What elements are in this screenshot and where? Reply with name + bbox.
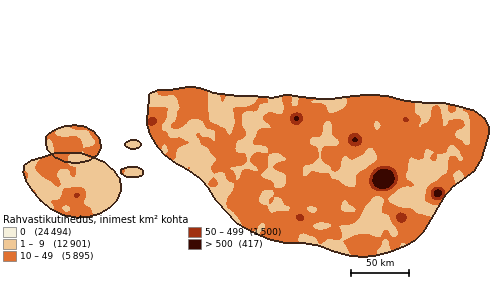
Text: > 500  (417): > 500 (417) (205, 239, 263, 248)
Text: 1 –  9   (12 901): 1 – 9 (12 901) (20, 239, 91, 248)
Text: 0   (24 494): 0 (24 494) (20, 227, 71, 236)
Bar (188, 239, 201, 249)
Text: 10 – 49   (5 895): 10 – 49 (5 895) (20, 251, 94, 260)
Bar (3, 239, 16, 249)
Text: Rahvastikutihedus, inimest km² kohta: Rahvastikutihedus, inimest km² kohta (3, 215, 188, 225)
Text: 50 km: 50 km (366, 259, 394, 268)
Bar (3, 227, 16, 237)
Bar (188, 227, 201, 237)
Text: 50 – 499  (1 500): 50 – 499 (1 500) (205, 227, 282, 236)
Bar (3, 251, 16, 261)
